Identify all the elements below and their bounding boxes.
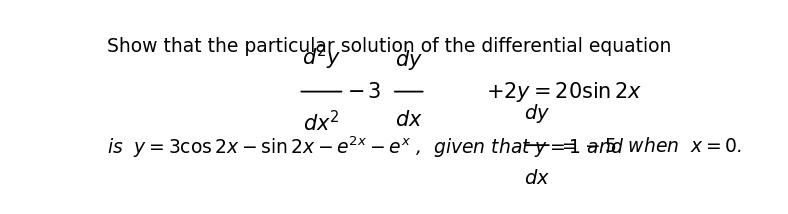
Text: $dy$: $dy$	[395, 48, 422, 72]
Text: $d^2y$: $d^2y$	[302, 43, 341, 72]
Text: $dx$: $dx$	[395, 110, 422, 130]
Text: $dx$: $dx$	[524, 169, 550, 188]
Text: $-\,3$: $-\,3$	[347, 82, 381, 103]
Text: $dx^2$: $dx^2$	[303, 110, 340, 135]
Text: $+2y = 20\sin 2x$: $+2y = 20\sin 2x$	[486, 80, 643, 104]
Text: $dy$: $dy$	[524, 102, 550, 125]
Text: $= -5$  when  $x = 0$.: $= -5$ when $x = 0$.	[558, 137, 742, 156]
Text: is  $y = 3\cos 2x - \sin 2x - e^{2x} - e^{x}$ ,  given that $y = 1$ and: is $y = 3\cos 2x - \sin 2x - e^{2x} - e^…	[107, 134, 624, 160]
Text: Show that the particular solution of the differential equation: Show that the particular solution of the…	[107, 37, 671, 56]
